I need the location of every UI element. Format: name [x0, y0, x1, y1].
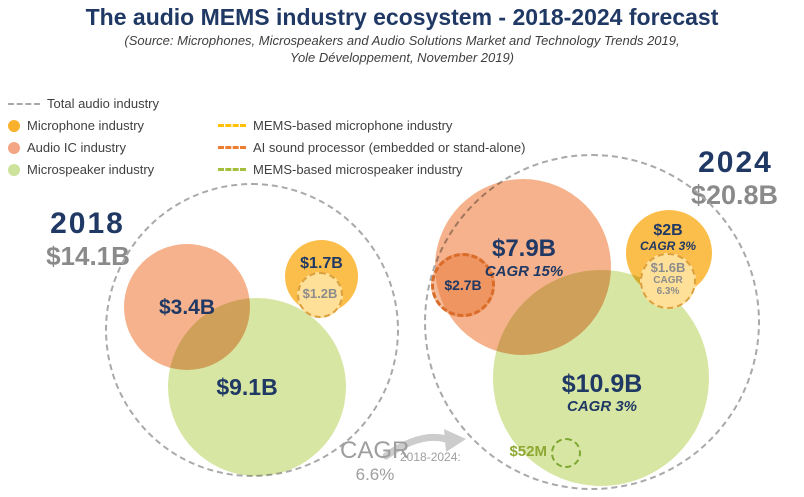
legend-microphone: Microphone industry — [8, 118, 144, 133]
circle-2018-microspeaker — [168, 298, 346, 476]
microspeaker-dot-icon — [8, 163, 20, 176]
value-2024-mems-microspeaker: $52M — [509, 443, 547, 460]
source-line-1: (Source: Microphones, Microspeakers and … — [124, 33, 680, 48]
legend-mems-microspeaker-label: MEMS-based microspeaker industry — [253, 162, 463, 177]
cagr-note-value: 6.6% — [355, 465, 395, 484]
value-2024-microspeaker: $10.9B — [561, 370, 643, 398]
value-2024-audio-ic: $7.9B — [491, 235, 557, 262]
cagr-2024-audio-ic: CAGR 15% — [484, 263, 564, 280]
value-2024-mems-microphone: $1.6B — [650, 260, 686, 275]
legend-audio-ic-label: Audio IC industry — [27, 140, 126, 155]
value-2024-microphone: $2B — [653, 222, 683, 239]
value-2024-ai-processor: $2.7B — [444, 277, 482, 293]
audio-ic-dot-icon — [8, 141, 20, 154]
circle-2024-ai-processor — [431, 253, 495, 317]
year-2024-label: 2024 — [698, 146, 773, 179]
legend-mems-microspeaker: MEMS-based microspeaker industry — [218, 162, 463, 177]
legend-mems-microphone-label: MEMS-based microphone industry — [253, 118, 453, 133]
legend-total-label: Total audio industry — [47, 96, 160, 111]
cagr-arrow — [382, 429, 466, 460]
cagr-2024-mems-microphone-line2: 6.3% — [656, 286, 680, 297]
legend-ai-processor-label: AI sound processor (embedded or stand-al… — [253, 140, 526, 155]
legend-microspeaker: Microspeaker industry — [8, 162, 154, 177]
mems-microspeaker-dash-icon — [218, 168, 246, 171]
cagr-note-label: CAGR — [340, 437, 410, 464]
cagr-2024-mems-microphone-line1: CAGR — [653, 275, 683, 286]
legend-microspeaker-label: Microspeaker industry — [27, 162, 155, 177]
source-line-2: Yole Développement, November 2019) — [289, 50, 515, 65]
year-2018-label: 2018 — [50, 207, 125, 240]
value-2018-microphone: $1.7B — [300, 255, 343, 272]
circle-2024-mems-microphone — [640, 253, 696, 309]
total-audio-dash-icon — [8, 102, 40, 105]
microphone-dot-icon — [8, 119, 20, 132]
legend-total-audio: Total audio industry — [8, 96, 159, 111]
value-2018-audio-ic: $3.4B — [158, 296, 216, 319]
total-2018-value: $14.1B — [46, 241, 130, 271]
cagr-2024-microspeaker: CAGR 3% — [566, 398, 637, 415]
legend-microphone-label: Microphone industry — [27, 118, 145, 133]
mems-microphone-dash-icon — [218, 124, 246, 127]
cagr-note-range: 2018-2024: — [400, 450, 461, 464]
value-2018-microspeaker: $9.1B — [216, 374, 278, 400]
page-title: The audio MEMS industry ecosystem - 2018… — [85, 4, 719, 30]
legend-audio-ic: Audio IC industry — [8, 140, 126, 155]
circle-2018-mems-microphone — [297, 272, 343, 318]
value-2018-mems-microphone: $1.2B — [302, 286, 338, 301]
circle-2018-total — [105, 183, 399, 477]
circle-2024-total — [424, 154, 760, 490]
circle-2024-mems-microspeaker — [551, 438, 581, 468]
ai-processor-dash-icon — [218, 146, 246, 149]
legend-mems-microphone: MEMS-based microphone industry — [218, 118, 452, 133]
legend-ai-processor: AI sound processor (embedded or stand-al… — [218, 140, 525, 155]
cagr-2024-microphone: CAGR 3% — [639, 239, 696, 253]
